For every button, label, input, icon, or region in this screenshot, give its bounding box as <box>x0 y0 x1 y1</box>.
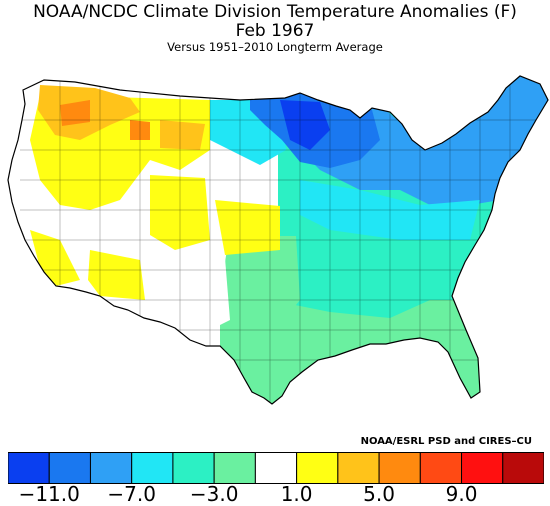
map-title: NOAA/NCDC Climate Division Temperature A… <box>33 2 517 22</box>
region-central-rockies <box>215 200 280 255</box>
region-washington-hot <box>60 100 90 126</box>
legend-box-0 <box>8 452 50 484</box>
legend-box-12 <box>502 452 544 484</box>
region-southern-california <box>30 230 80 286</box>
legend-tick-5: 9.0 <box>445 482 478 506</box>
credit-text: NOAA/ESRL PSD and CIRES–CU <box>360 436 532 447</box>
legend-tick-2: −3.0 <box>189 482 239 506</box>
color-legend <box>8 452 544 484</box>
us-outline <box>7 75 549 405</box>
legend-box-5 <box>213 452 256 484</box>
legend-box-9 <box>378 452 421 484</box>
legend-boxes <box>8 452 544 484</box>
region-arizona <box>88 250 145 300</box>
us-anomaly-map <box>7 75 549 405</box>
legend-box-11 <box>461 452 504 484</box>
division-lines-horizontal <box>20 119 548 361</box>
region-montana <box>160 120 205 150</box>
legend-tick-3: 1.0 <box>280 482 313 506</box>
legend-box-10 <box>419 452 463 484</box>
legend-tick-0: −11.0 <box>18 482 80 506</box>
map-subtitle: Versus 1951–2010 Longterm Average <box>167 40 383 54</box>
legend-box-7 <box>296 452 339 484</box>
map-period: Feb 1967 <box>235 21 315 41</box>
region-upper-midwest-core <box>280 100 330 150</box>
anomaly-regions <box>8 76 548 404</box>
legend-box-6 <box>254 452 298 484</box>
legend-tick-1: −7.0 <box>107 482 156 506</box>
legend-box-4 <box>172 452 215 484</box>
legend-tick-4: 5.0 <box>363 482 395 506</box>
region-new-mexico <box>140 250 230 340</box>
legend-box-3 <box>131 452 174 484</box>
legend-box-8 <box>337 452 380 484</box>
legend-box-2 <box>89 452 133 484</box>
legend-box-1 <box>48 452 91 484</box>
